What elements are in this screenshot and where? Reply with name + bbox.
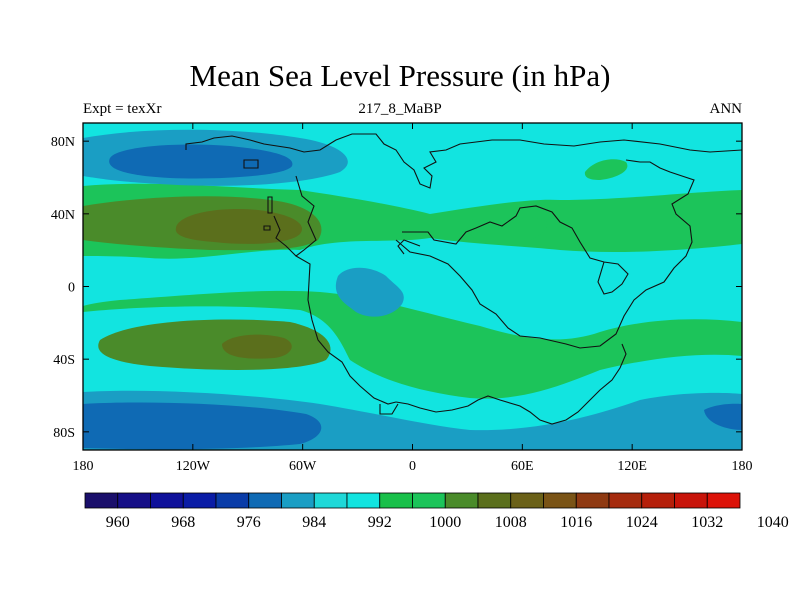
- x-tick-label: 60E: [511, 459, 534, 474]
- colorbar-label: 1024: [626, 514, 658, 531]
- colorbar-label: 960: [106, 514, 130, 531]
- colorbar-swatch: [313, 492, 348, 509]
- colorbar-swatch: [150, 492, 184, 509]
- colorbar-swatch: [510, 492, 544, 509]
- region-south-subtropical-high: [83, 290, 742, 399]
- y-tick-label: 80N: [51, 135, 75, 150]
- region-equatorial-low: [335, 267, 404, 317]
- colorbar-labels: 960 968 976 984 992 1000 1008 1016 1024 1032 1040: [106, 514, 789, 531]
- colorbar-swatch: [412, 492, 446, 509]
- colorbar-label: 1032: [691, 514, 723, 531]
- colorbar-swatch: [608, 492, 643, 509]
- colorbar-swatch: [379, 492, 413, 509]
- map-field: [83, 123, 742, 450]
- colorbar-label: 1000: [429, 514, 461, 531]
- region-north-subtropical-high-center: [175, 208, 303, 244]
- colorbar-swatch: [477, 492, 512, 509]
- colorbar-swatch: [84, 492, 119, 509]
- x-tick-label: 60W: [289, 459, 317, 474]
- colorbar-label: 984: [302, 514, 326, 531]
- y-tick-label: 80S: [53, 426, 75, 441]
- x-tick-label: 120E: [617, 459, 647, 474]
- coastlines: [185, 133, 742, 425]
- colorbar-label: 1008: [495, 514, 527, 531]
- colorbar-swatch: [575, 492, 610, 509]
- colorbar-label: 968: [171, 514, 195, 531]
- y-tick-label: 40S: [53, 353, 75, 368]
- x-tick-label: 120W: [176, 459, 211, 474]
- chart-title: Mean Sea Level Pressure (in hPa): [189, 58, 611, 93]
- colorbar-label: 992: [368, 514, 392, 531]
- colorbar-swatch: [444, 492, 479, 509]
- colorbar-swatch: [281, 492, 315, 509]
- right-string: ANN: [709, 101, 743, 117]
- region-southern-ocean-low-core: [83, 402, 742, 450]
- region-north-pacific-low-core: [109, 144, 293, 179]
- region-south-subtropical-high-center: [222, 334, 292, 359]
- colorbar-label: 976: [237, 514, 261, 531]
- colorbar-swatch: [182, 492, 217, 509]
- colorbar-swatch: [117, 492, 151, 509]
- colorbar-label: 1016: [560, 514, 592, 531]
- colorbar-swatch: [674, 492, 708, 509]
- colorbar-swatch: [248, 492, 282, 509]
- colorbar-swatch: [215, 492, 250, 509]
- region-east-high: [584, 159, 628, 180]
- x-axis: 180 120W 60W 0 60E 120E 180: [73, 123, 753, 474]
- y-axis: 80N 40N 0 40S 80S: [51, 135, 742, 441]
- y-tick-label: 40N: [51, 208, 75, 223]
- colorbar-swatch: [641, 492, 675, 509]
- center-string: 217_8_MaBP: [358, 101, 442, 117]
- x-tick-label: 0: [409, 459, 416, 474]
- colorbar: [84, 492, 741, 509]
- x-tick-label: 180: [732, 459, 753, 474]
- colorbar-swatch: [346, 492, 381, 509]
- x-tick-label: 180: [73, 459, 94, 474]
- y-tick-label: 0: [68, 281, 75, 296]
- colorbar-swatch: [543, 492, 577, 509]
- left-string: Expt = texXr: [83, 101, 162, 117]
- colorbar-swatch: [706, 492, 741, 509]
- colorbar-label: 1040: [757, 514, 789, 531]
